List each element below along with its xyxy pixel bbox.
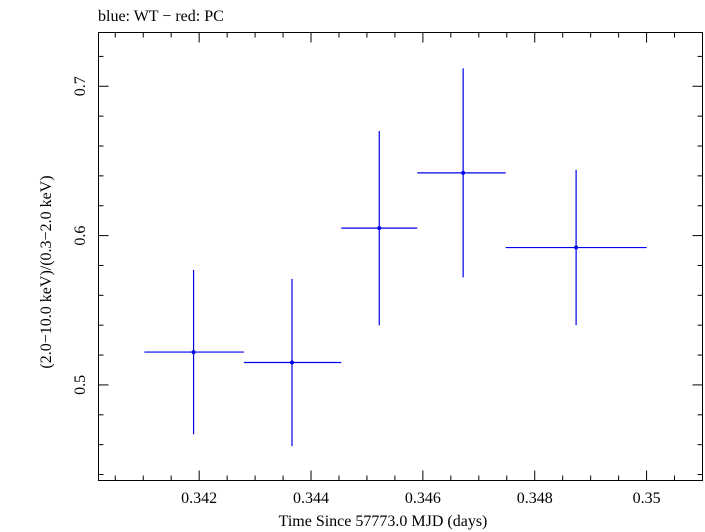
x-tick-label: 0.35 <box>633 490 661 507</box>
point-marker <box>290 360 295 365</box>
y-tick-label: 0.5 <box>72 375 89 395</box>
plot-frame <box>98 32 703 481</box>
y-tick-label: 0.7 <box>72 76 89 96</box>
point-marker <box>191 350 196 355</box>
x-tick-label: 0.342 <box>181 490 217 507</box>
chart-title: blue: WT − red: PC <box>98 8 224 25</box>
point-marker <box>377 226 382 231</box>
data-point <box>417 68 506 278</box>
point-marker <box>574 245 579 250</box>
data-point <box>341 131 418 326</box>
x-tick-label: 0.344 <box>293 490 329 507</box>
y-axis-label: (2.0−10.0 keV)/(0.3−2.0 keV) <box>38 175 55 368</box>
data-point <box>505 169 647 326</box>
data-point <box>243 278 342 447</box>
y-tick-label: 0.6 <box>72 226 89 246</box>
y-axis: 0.5 0.6 0.7 <box>72 55 703 476</box>
x-axis: 0.342 0.344 0.346 0.348 0.35 <box>114 32 676 507</box>
x-axis-label: Time Since 57773.0 MJD (days) <box>279 513 488 530</box>
x-tick-label: 0.348 <box>517 490 553 507</box>
point-marker <box>461 170 466 175</box>
x-tick-label: 0.346 <box>405 490 441 507</box>
data-point <box>144 269 244 435</box>
data-series <box>144 68 647 447</box>
